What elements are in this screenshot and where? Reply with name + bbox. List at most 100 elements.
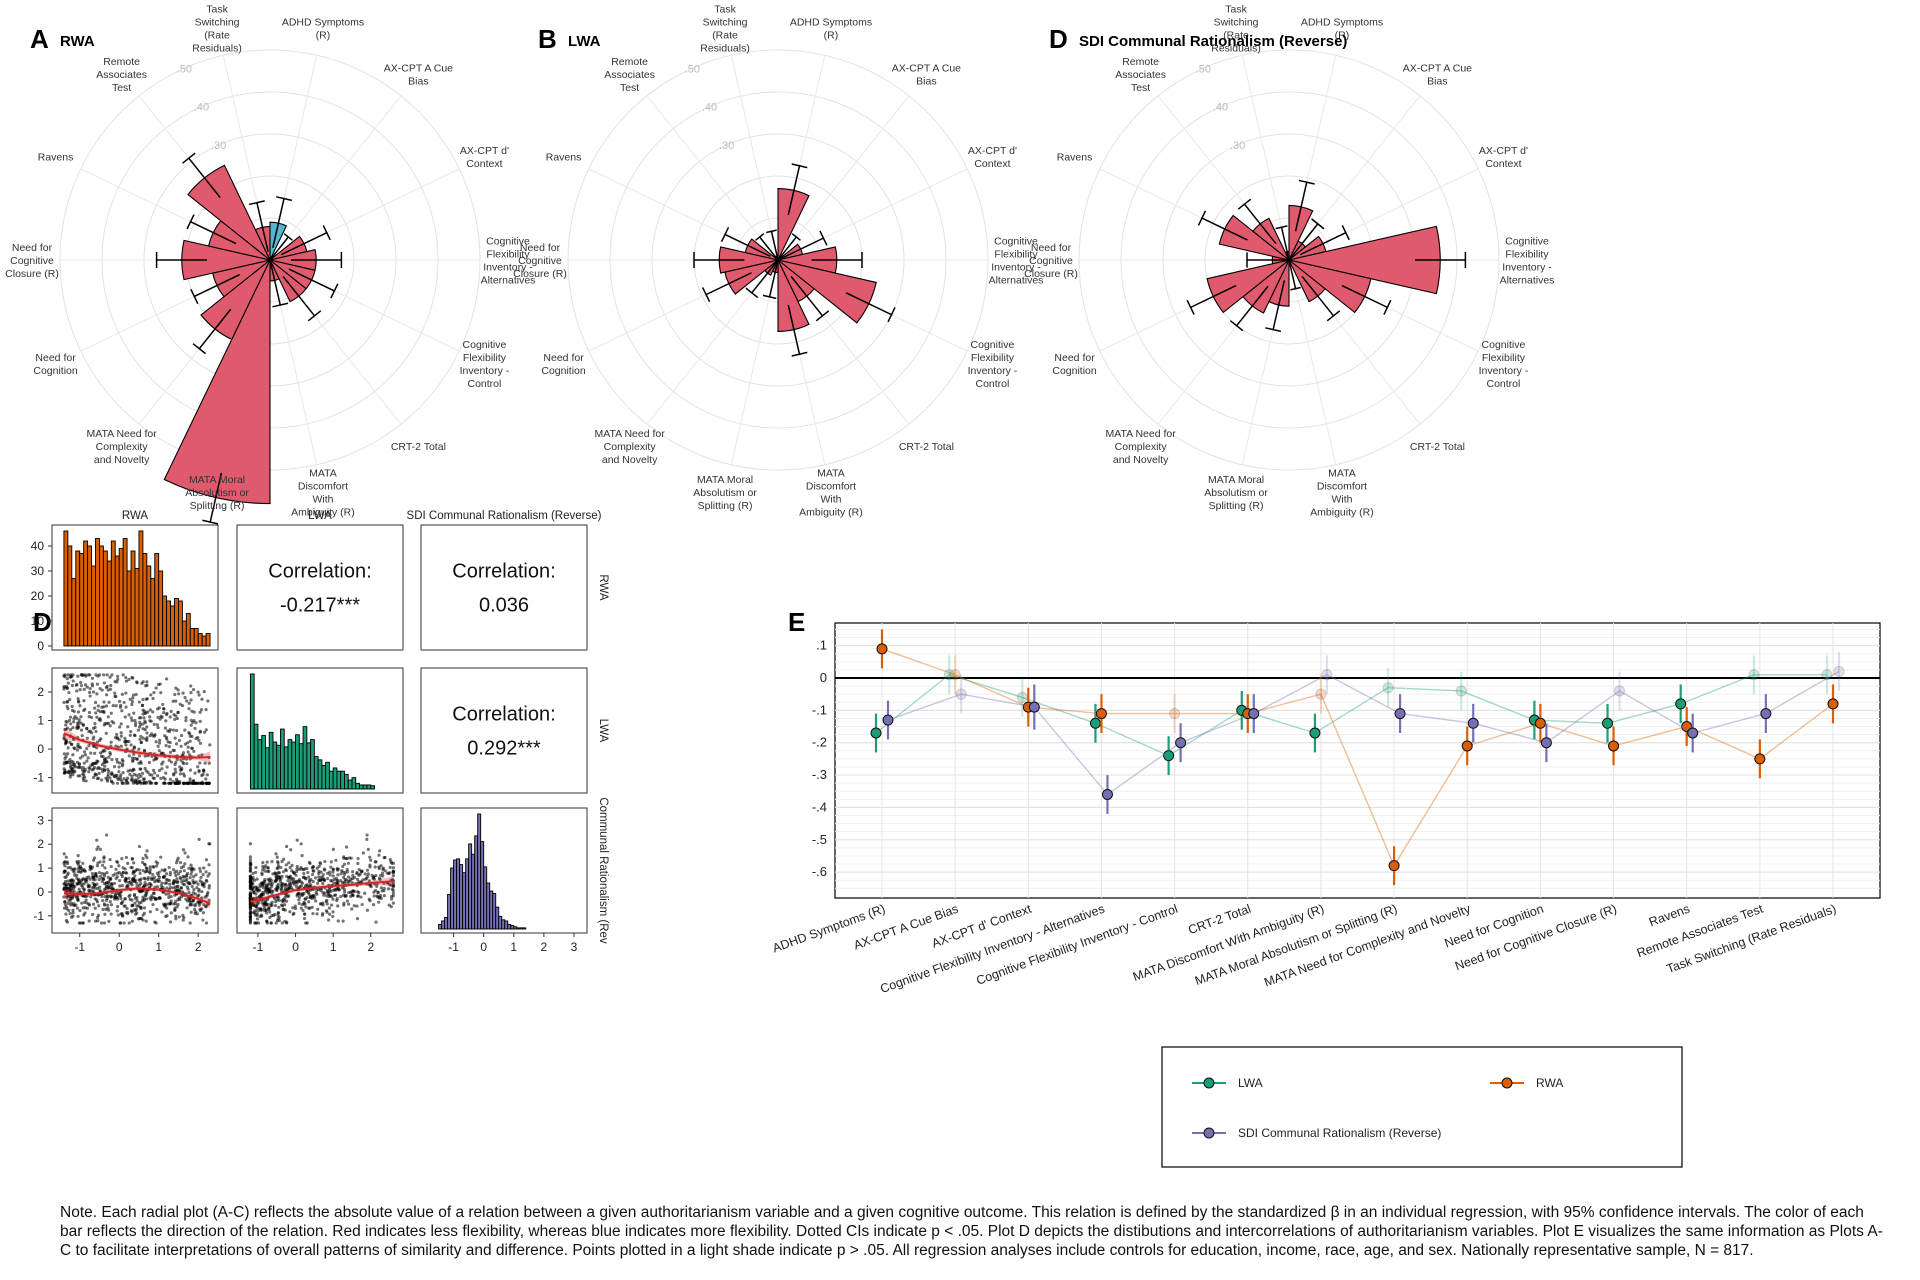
data-point xyxy=(1394,708,1406,720)
scatter-point xyxy=(76,898,80,902)
spoke-label: AX-CPT d' xyxy=(460,145,509,157)
scatter-point xyxy=(107,700,111,704)
spoke-label: Inventory - xyxy=(460,365,510,377)
scatter-point xyxy=(200,890,204,894)
scatter-point xyxy=(88,687,92,691)
spoke-label: Complexity xyxy=(1115,441,1168,453)
ci-cap xyxy=(186,214,195,230)
scatter-point xyxy=(367,879,371,883)
scatter-point xyxy=(62,852,66,856)
scatter-point xyxy=(119,703,123,707)
scatter-point xyxy=(274,903,278,908)
scatter-point xyxy=(198,730,202,734)
scatter-point xyxy=(355,872,359,876)
scatter-point xyxy=(106,772,110,776)
scatter-point xyxy=(85,747,89,751)
x-tick-label: 2 xyxy=(367,940,374,954)
scatter-point xyxy=(171,728,176,732)
histogram-bar xyxy=(291,741,296,790)
scatter-point xyxy=(66,707,70,711)
scatter-point xyxy=(69,722,73,726)
scatter-point xyxy=(194,873,198,877)
histogram-bar xyxy=(150,578,156,647)
scatter-point xyxy=(343,890,347,894)
ci-cap xyxy=(272,302,289,308)
y-tick-label: 3 xyxy=(37,813,44,827)
spoke-label: MATA Need for xyxy=(87,428,158,440)
scatter-point xyxy=(65,752,70,756)
scatter-point xyxy=(282,857,286,861)
spoke-label: Residuals) xyxy=(192,42,242,54)
scatter-point xyxy=(248,842,253,846)
scatter-point xyxy=(180,734,184,738)
scatter-point xyxy=(280,874,284,878)
scatter-point xyxy=(69,915,74,919)
smooth-line xyxy=(250,880,394,903)
scatter-point xyxy=(157,706,161,710)
histogram-bar xyxy=(513,926,518,930)
y-tick-label: 1 xyxy=(37,714,44,728)
y-tick-label: 10 xyxy=(31,614,45,628)
scatter-point xyxy=(378,849,382,853)
scatter-point xyxy=(130,774,134,779)
scatter-point xyxy=(275,888,279,893)
scatter-point xyxy=(133,718,137,723)
spoke-label: With xyxy=(1331,494,1352,506)
scatter-point xyxy=(89,715,94,720)
scatter-point xyxy=(85,736,89,740)
scatter-point xyxy=(283,886,288,890)
histogram-bar xyxy=(201,635,207,647)
scatter-point xyxy=(199,708,204,712)
spoke-label: MATA Moral xyxy=(1208,474,1264,486)
scatter-point xyxy=(127,713,131,717)
scatter-point xyxy=(341,864,345,869)
scatter-point xyxy=(93,897,97,901)
scatter-point xyxy=(373,865,377,869)
scatter-point xyxy=(261,868,265,872)
scatter-point xyxy=(141,722,145,726)
scatter-point xyxy=(200,773,204,778)
scatter-point xyxy=(122,921,126,925)
scatter-point xyxy=(189,691,193,695)
scatter-point xyxy=(305,921,309,925)
grid-spoke xyxy=(269,95,402,261)
spoke-label: MATA xyxy=(817,468,845,480)
scatter-point xyxy=(138,737,142,742)
scatter-point xyxy=(82,913,86,917)
scatter-point xyxy=(87,744,91,748)
ci-cap xyxy=(190,288,199,304)
scatter-point xyxy=(261,861,265,865)
scatter-point xyxy=(196,690,200,694)
scatter-point xyxy=(252,910,256,915)
scatter-point xyxy=(166,729,170,733)
x-tick-label: 0 xyxy=(480,940,487,954)
scatter-point xyxy=(139,716,143,720)
scatter-point xyxy=(145,731,149,735)
scatter-point xyxy=(112,765,117,769)
x-tick-label: 2 xyxy=(541,940,548,954)
spoke-label: Bias xyxy=(408,75,428,87)
scatter-point xyxy=(76,774,80,778)
scatter-point xyxy=(119,744,123,748)
scatter-point xyxy=(169,899,173,903)
scatter-point xyxy=(317,875,321,879)
scatter-point xyxy=(363,891,367,895)
scatter-point xyxy=(318,862,323,866)
scatter-point xyxy=(68,773,73,777)
scatter-point xyxy=(90,886,94,890)
scatter-point xyxy=(86,883,90,887)
histogram-bar xyxy=(154,553,160,647)
scatter-point xyxy=(328,870,332,874)
scatter-point xyxy=(93,856,97,860)
histogram-bar xyxy=(91,565,96,647)
scatter-point xyxy=(105,896,109,901)
scatter-point xyxy=(118,725,122,729)
scatter-point xyxy=(186,745,190,749)
ci-line xyxy=(281,231,328,256)
y-tick-label: 0 xyxy=(820,670,827,685)
scatter-point xyxy=(297,895,302,899)
scatter-point xyxy=(82,773,86,777)
scatter-point xyxy=(174,742,179,746)
scatter-point xyxy=(137,883,141,887)
scatter-point xyxy=(202,884,206,889)
